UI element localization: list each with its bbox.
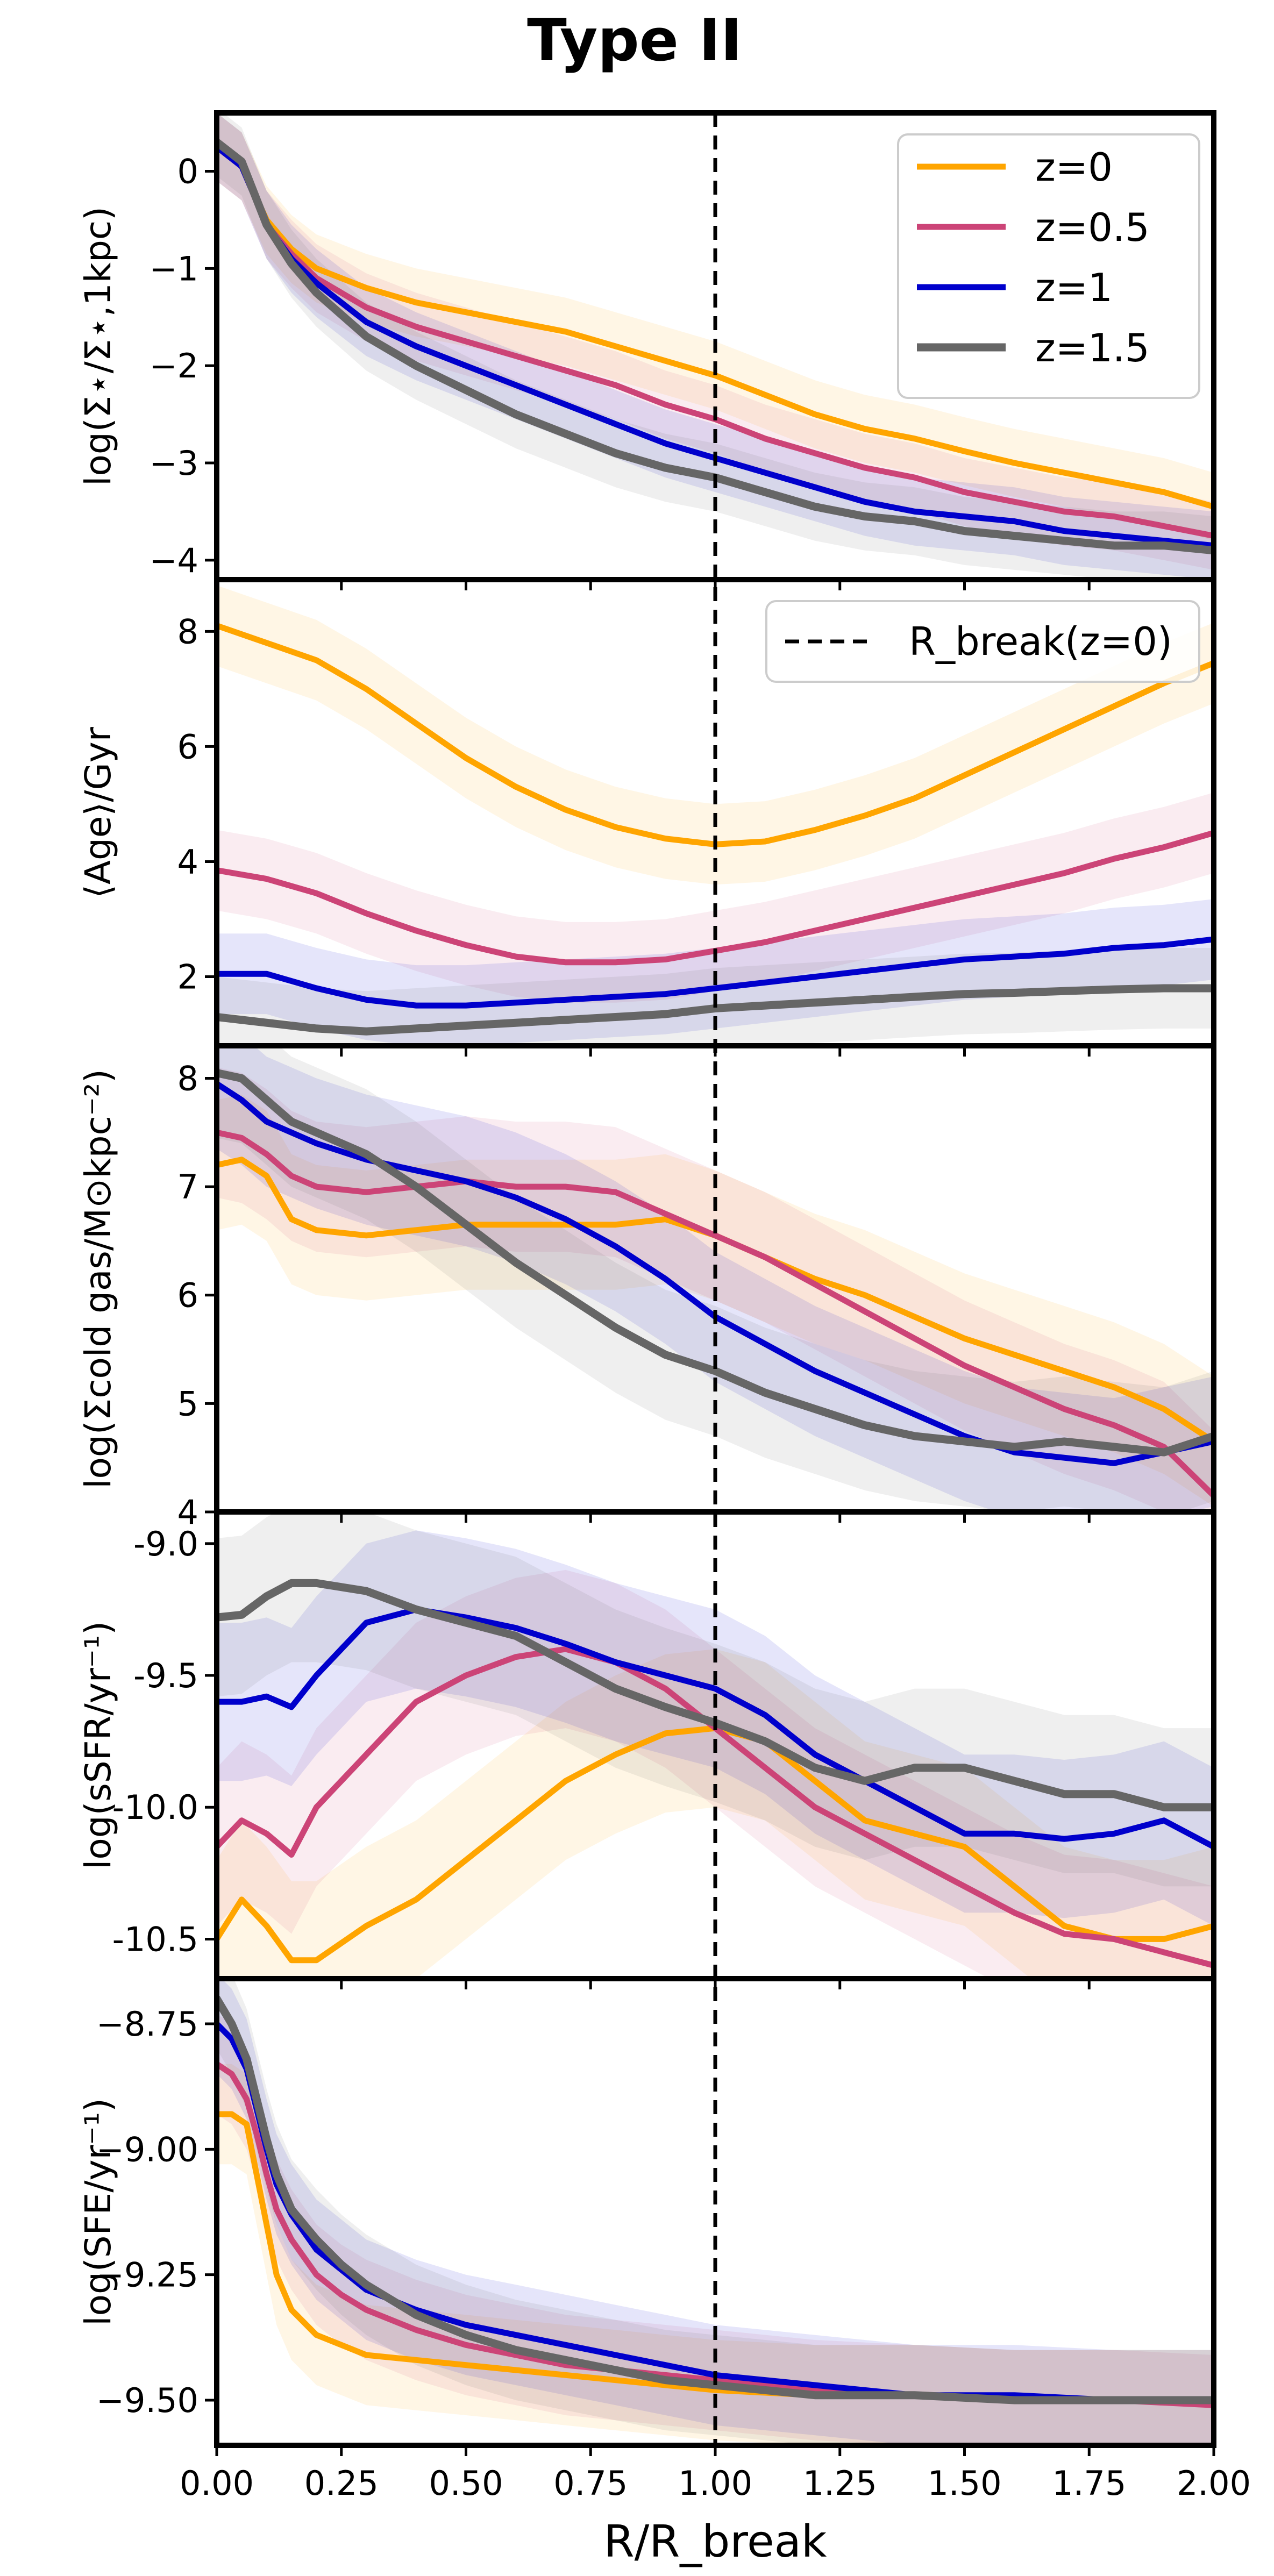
panel-ssfr: -9.0 -9.5 -10.0 -10.5 log(sSFR/yr⁻¹) — [77, 1509, 1216, 1989]
series-lines — [217, 1994, 1214, 2408]
band-cold-gas-z=1 — [217, 1046, 1214, 1512]
x-axis-label: R/R_break — [604, 2516, 827, 2567]
line-ssfr-z=1 — [217, 1606, 1214, 1850]
y-tick-label: −1 — [150, 249, 198, 288]
band-sfe-z=1 — [217, 1979, 1214, 2445]
band-sfe-z=0 — [217, 2064, 1214, 2445]
y-axis-label: log(Σ⋆/Σ⋆,1kpc) — [77, 206, 119, 486]
y-tick-label: -10.5 — [112, 1919, 198, 1959]
legend-label: z=1 — [1035, 265, 1113, 310]
y-tick-label: −9.50 — [96, 2381, 198, 2420]
legend-break: R_break(z=0) — [765, 600, 1200, 683]
line-ssfr-z=1.5 — [217, 1579, 1214, 1811]
y-tick-label: −9.00 — [96, 2130, 198, 2169]
y-tick-label: −4 — [150, 541, 198, 580]
y-tick-label: -9.5 — [133, 1656, 198, 1695]
line-cold-gas-z=0 — [217, 1157, 1214, 1445]
x-axis: 0.00 0.25 0.50 0.75 1.00 1.25 1.50 1.75 2.00 R/R_… — [180, 2464, 1251, 2567]
band-sfe-z=1.5 — [217, 1979, 1214, 2445]
line-age-z=1.5 — [217, 984, 1214, 1036]
line-cold-gas-z=1 — [217, 1081, 1214, 1466]
y-tick-label: 4 — [177, 842, 198, 881]
y-tick-label: -9.0 — [133, 1524, 198, 1564]
legend-box — [897, 133, 1200, 399]
legend-label: z=0.5 — [1035, 205, 1150, 250]
y-axis-label: log(SFE/yr⁻¹) — [77, 2098, 119, 2325]
x-tick-label: 0.50 — [429, 2464, 503, 2503]
y-tick-label: 7 — [177, 1167, 198, 1207]
line-cold-gas-z=1.5 — [217, 1068, 1214, 1457]
y-tick-label: 4 — [177, 1493, 198, 1532]
band-cold-gas-z=1.5 — [217, 1046, 1214, 1512]
line-surface-density-z=1 — [217, 144, 1214, 549]
legend-break-box — [765, 600, 1200, 683]
series-lines — [217, 1579, 1214, 1968]
y-tick-label: 6 — [177, 1276, 198, 1315]
legend-label: z=1.5 — [1035, 325, 1150, 370]
line-surface-density-z=1.5 — [217, 138, 1214, 555]
x-tick-label: 1.50 — [927, 2464, 1001, 2503]
panels: 0 −1 −2 −3 −4 log(Σ⋆/Σ⋆,1kpc) 2 4 6 8 ⟨Age⟩/Gyr 4 5 6… — [77, 110, 1216, 2456]
y-axis-label: ⟨Age⟩/Gyr — [77, 726, 119, 898]
y-tick-label: 0 — [177, 152, 198, 191]
legend-label: z=0 — [1035, 145, 1113, 190]
x-tick-label: 1.25 — [803, 2464, 877, 2503]
y-tick-label: 8 — [177, 1059, 198, 1098]
x-tick-label: 1.00 — [678, 2464, 752, 2503]
line-cold-gas-z=0.5 — [217, 1129, 1214, 1499]
y-axis-label: log(sSFR/yr⁻¹) — [77, 1621, 119, 1869]
y-tick-label: −9.25 — [96, 2256, 198, 2295]
x-tick-label: 1.75 — [1052, 2464, 1126, 2503]
y-tick-label: 8 — [177, 612, 198, 651]
band-surface-density-z=0 — [217, 113, 1214, 541]
band-surface-density-z=0.5 — [217, 113, 1214, 570]
y-tick-label: 5 — [177, 1384, 198, 1423]
series-lines — [217, 138, 1214, 555]
y-tick-label: -10.0 — [112, 1788, 198, 1827]
series-lines — [217, 1068, 1214, 1499]
line-ssfr-z=0 — [217, 1725, 1214, 1964]
line-surface-density-z=0.5 — [217, 144, 1214, 539]
x-tick-label: 0.00 — [180, 2464, 254, 2503]
panel-sfe: −8.75 −9.00 −9.25 −9.50 log(SFE/yr⁻¹) — [77, 1976, 1216, 2456]
panel-cold-gas: 4 5 6 7 8 log(Σcold gas/M⊙kpc⁻²) — [77, 1043, 1216, 1532]
legend: z=0 z=0.5 z=1 z=1.5 — [897, 133, 1200, 399]
y-tick-label: 2 — [177, 958, 198, 997]
x-tick-label: 0.75 — [553, 2464, 628, 2503]
y-tick-label: −2 — [150, 346, 198, 386]
figure-title: Type II — [527, 7, 742, 74]
x-tick-label: 0.25 — [304, 2464, 379, 2503]
line-surface-density-z=0 — [217, 144, 1214, 510]
line-age-z=1 — [217, 936, 1214, 1009]
line-ssfr-z=0.5 — [217, 1646, 1214, 1968]
y-axis-label: log(Σcold gas/M⊙kpc⁻²) — [77, 1069, 119, 1489]
band-ssfr-z=0 — [217, 1649, 1214, 1979]
y-tick-label: −8.75 — [96, 2004, 198, 2044]
band-age-z=0 — [217, 585, 1214, 885]
y-tick-label: 6 — [177, 727, 198, 766]
legend-break-label: R_break(z=0) — [909, 619, 1172, 664]
y-tick-label: −3 — [150, 444, 198, 483]
line-sfe-z=1.5 — [217, 1994, 1214, 2404]
x-tick-label: 2.00 — [1177, 2464, 1251, 2503]
band-age-z=0.5 — [217, 793, 1214, 1003]
